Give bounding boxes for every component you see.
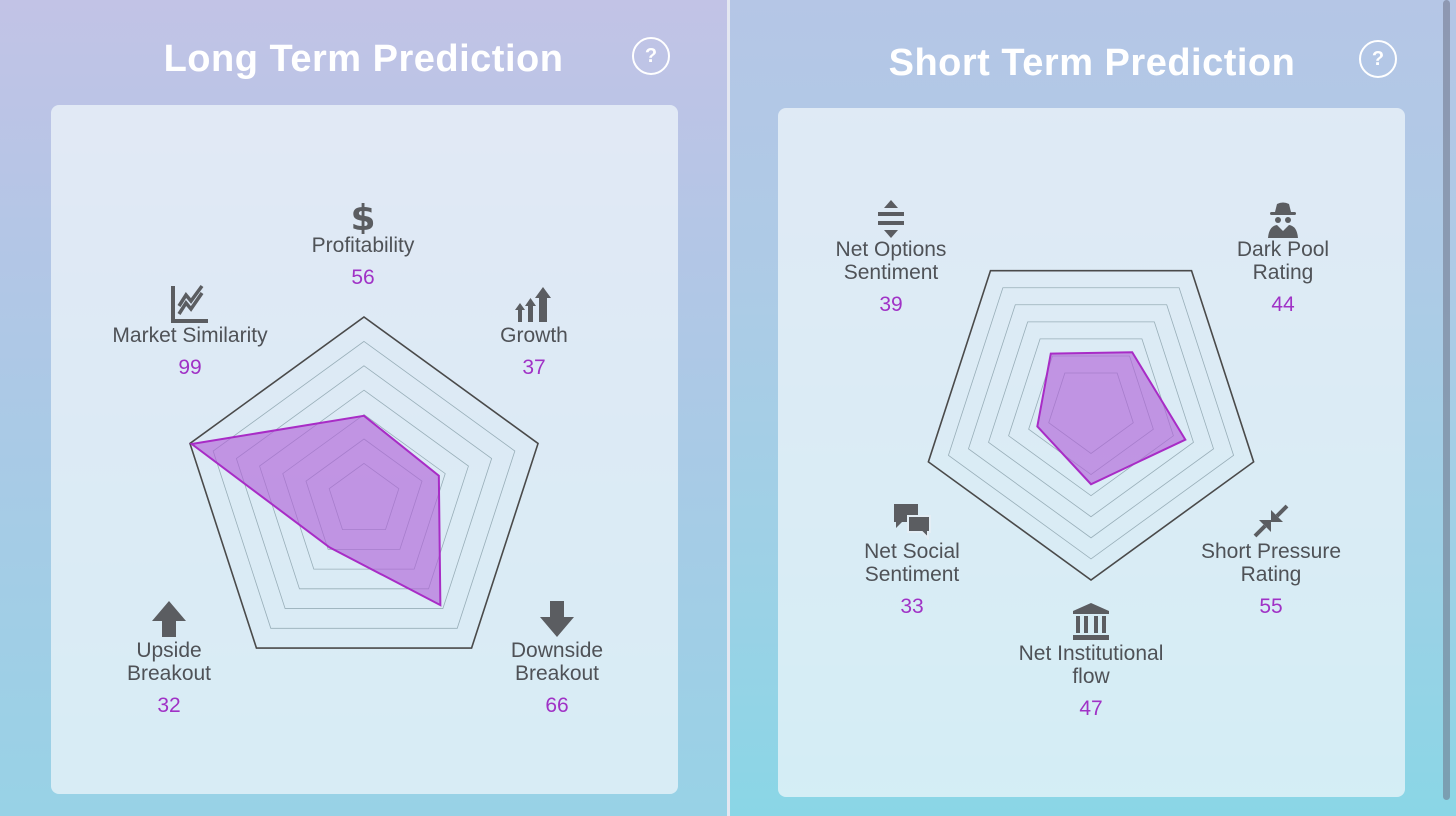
- dollar-icon: $: [350, 198, 375, 234]
- axis-label: Downside Breakout: [510, 639, 604, 685]
- svg-text:$: $: [350, 198, 375, 234]
- axis-label: Growth: [500, 324, 568, 347]
- axis-value: 99: [178, 356, 202, 379]
- panel-divider: [727, 0, 730, 816]
- vertical-arrows-icon: [878, 200, 904, 238]
- axis-growth: Growth 37: [424, 284, 644, 380]
- compress-arrows-icon: [1253, 504, 1289, 538]
- short-term-score-polygon: [1036, 351, 1187, 486]
- axis-label: Short Pressure Rating: [1200, 540, 1342, 586]
- radar-grid-ring: [212, 340, 516, 629]
- line-chart-icon: [171, 284, 208, 323]
- short-term-panel: Short Term Prediction ? Net Options Sent…: [730, 0, 1456, 816]
- axis-value: 32: [157, 694, 181, 717]
- axis-short-pressure-rating: Short Pressure Rating 55: [1161, 502, 1381, 619]
- axis-label: Market Similarity: [112, 324, 268, 347]
- long-term-score-polygon: [189, 414, 442, 607]
- scrollbar[interactable]: [1443, 0, 1450, 800]
- long-term-card: $ Profitability 56 Growth 37 Downside Br…: [51, 105, 678, 794]
- axis-market-similarity: Market Similarity 99: [80, 284, 300, 380]
- long-term-title: Long Term Prediction: [163, 38, 564, 80]
- radar-grid-ring: [947, 287, 1235, 560]
- axis-net-social-sentiment: Net Social Sentiment 33: [802, 502, 1022, 619]
- long-term-radar-chart: [189, 316, 539, 649]
- radar-outer-ring: [927, 269, 1255, 581]
- axis-label: Net Options Sentiment: [835, 238, 947, 284]
- short-term-card: Net Options Sentiment 39 Dark Pool Ratin…: [778, 108, 1405, 797]
- axis-value: 33: [900, 595, 924, 618]
- axis-label: Profitability: [311, 234, 415, 257]
- axis-value: 55: [1259, 595, 1283, 618]
- radar-grid-ring: [968, 304, 1214, 539]
- axis-value: 47: [1079, 697, 1103, 720]
- axis-label: Dark Pool Rating: [1236, 238, 1330, 284]
- bank-icon: [1073, 603, 1109, 640]
- axis-label: Net Social Sentiment: [864, 540, 960, 586]
- arrow-down-icon: [540, 601, 574, 637]
- long-term-help-button[interactable]: ?: [632, 37, 670, 75]
- axis-label: Upside Breakout: [126, 639, 212, 685]
- axis-net-options-sentiment: Net Options Sentiment 39: [781, 200, 1001, 317]
- axis-value: 66: [545, 694, 569, 717]
- spy-icon: [1268, 202, 1298, 238]
- radar-outer-ring: [189, 316, 539, 649]
- short-term-title: Short Term Prediction: [888, 42, 1296, 84]
- axis-label: Net Institutional flow: [1018, 642, 1164, 688]
- short-term-help-button[interactable]: ?: [1359, 40, 1397, 78]
- axis-dark-pool-rating: Dark Pool Rating 44: [1173, 200, 1393, 317]
- arrow-up-icon: [152, 601, 186, 637]
- axis-value: 44: [1271, 293, 1295, 316]
- axis-value: 39: [879, 293, 903, 316]
- chat-bubbles-icon: [894, 504, 931, 540]
- axis-value: 56: [351, 266, 375, 289]
- axis-net-institutional-flow: Net Institutional flow 47: [981, 602, 1201, 721]
- short-term-radar-chart: [927, 269, 1255, 581]
- axis-profitability: $ Profitability 56: [253, 198, 473, 290]
- radar-grid-ring: [988, 321, 1194, 518]
- axis-downside-breakout: Downside Breakout 66: [447, 599, 667, 718]
- growth-arrows-icon: [515, 287, 551, 322]
- axis-value: 37: [522, 356, 546, 379]
- axis-upside-breakout: Upside Breakout 32: [59, 599, 279, 718]
- long-term-panel: Long Term Prediction ? $ Profitability 5…: [0, 0, 727, 816]
